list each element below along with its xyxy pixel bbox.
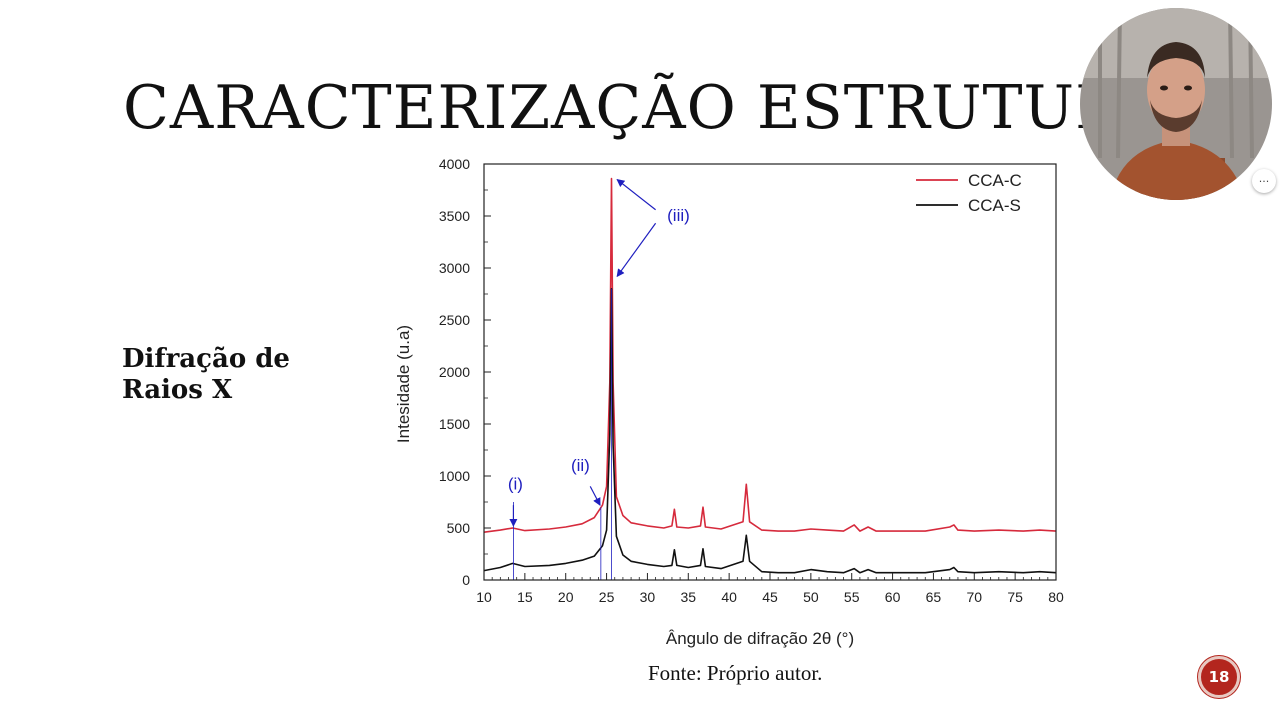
x-tick-label: 75 [1007,589,1023,605]
page-number-badge: 18 [1198,656,1240,698]
slide-subtitle: Difração de Raios X [122,344,290,405]
x-tick-label: 60 [885,589,901,605]
x-tick-label: 40 [721,589,737,605]
annotation-label: (ii) [571,456,590,475]
slide-title: CARACTERIZAÇÃO ESTRUTURAL [123,73,1207,143]
y-tick-label: 4000 [439,156,470,172]
x-tick-label: 30 [640,589,656,605]
x-tick-label: 45 [762,589,778,605]
series-line-cca-s [483,288,1057,574]
y-tick-label: 0 [462,572,470,588]
x-tick-label: 70 [966,589,982,605]
y-tick-label: 1500 [439,416,470,432]
x-tick-label: 15 [517,589,533,605]
plot-frame [483,163,1057,581]
annotation-label: (i) [508,475,523,494]
webcam-overlay [1080,8,1272,200]
x-tick-label: 10 [476,589,492,605]
x-tick-label: 35 [680,589,696,605]
y-tick-label: 3500 [439,208,470,224]
series-line-cca-c [483,177,1057,533]
y-axis-label: Intesidade (u.a) [394,325,413,443]
x-tick-label: 65 [926,589,942,605]
presenter-video [1080,8,1272,200]
x-tick-label: 55 [844,589,860,605]
annotation-arrow [589,486,601,507]
y-tick-label: 3000 [439,260,470,276]
more-options-button[interactable]: ··· [1252,169,1276,193]
legend: CCA-C CCA-S [916,171,1022,215]
y-tick-label: 500 [447,520,471,536]
x-tick-label: 25 [599,589,615,605]
y-tick-label: 2500 [439,312,470,328]
annotation-label: (iii) [667,206,690,225]
x-axis-label: Ângulo de difração 2θ (°) [666,629,854,648]
annotation-arrow [616,178,656,211]
x-tick-label: 20 [558,589,574,605]
annotation-arrow [616,222,657,278]
y-tick-label: 2000 [439,364,470,380]
xrd-chart: (i) (ii) (iii) 10 15 20 25 30 35 40 45 50 55 60 65 70 7… [394,156,1064,648]
figure-caption: Fonte: Próprio autor. [648,661,823,685]
legend-label: CCA-S [968,196,1021,215]
x-tick-label: 80 [1048,589,1064,605]
y-tick-label: 1000 [439,468,470,484]
x-tick-label: 50 [803,589,819,605]
legend-label: CCA-C [968,171,1022,190]
